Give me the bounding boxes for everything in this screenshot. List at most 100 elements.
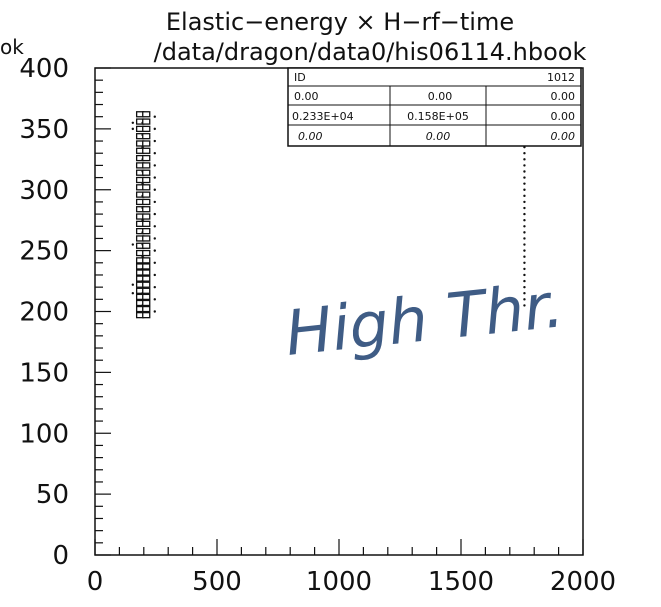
data-point-box: [142, 227, 151, 235]
data-point-box: [142, 293, 151, 301]
data-point-dot: [153, 298, 156, 301]
chart-title: Elastic−energy × H−rf−time: [166, 8, 514, 36]
data-point-box: [142, 257, 151, 264]
data-point-dot: [523, 164, 526, 167]
data-point-box: [142, 206, 151, 213]
data-point-box: [142, 176, 151, 184]
data-point-box: [142, 147, 151, 154]
data-point-dot: [153, 176, 156, 179]
data-point-box: [142, 235, 151, 242]
data-point-box: [142, 118, 151, 125]
data-point-dot: [523, 170, 526, 173]
data-point-box: [142, 312, 151, 319]
data-point-dot: [523, 243, 526, 246]
data-point-dot: [153, 200, 156, 204]
data-point-box: [142, 242, 151, 249]
x-tick-label: 1000: [306, 567, 372, 597]
y-tick-label: 400: [19, 54, 69, 84]
data-point-dot: [523, 279, 526, 283]
stats-cell: 1012: [547, 71, 575, 84]
data-point-box: [142, 154, 151, 162]
data-point-dot: [523, 212, 526, 216]
y-tick-label: 50: [36, 480, 69, 510]
data-point-dot: [131, 127, 135, 131]
x-tick-label: 2000: [550, 567, 616, 597]
data-point-box: [142, 169, 151, 176]
axis-ticks: [94, 67, 584, 556]
data-point-dot: [153, 225, 156, 228]
stats-box-frame: [287, 67, 582, 147]
data-point-dot: [153, 212, 156, 216]
data-point-dot: [523, 231, 526, 234]
annotation-text: High Thr.: [282, 268, 567, 370]
data-point-box: [142, 140, 151, 147]
y-tick-label: 150: [19, 358, 69, 388]
data-point-dot: [523, 255, 526, 258]
data-point-dot: [153, 164, 156, 167]
stats-cell: ID: [294, 71, 306, 84]
data-point-dot: [523, 225, 526, 228]
data-point-dot: [153, 127, 156, 131]
data-point-box: [142, 133, 151, 140]
data-point-dot: [153, 285, 156, 289]
data-point-box: [142, 162, 151, 169]
data-point-box: [142, 198, 151, 206]
data-point-dot: [153, 310, 156, 313]
stats-cell: 0.00: [294, 90, 319, 103]
y-tick-label: 350: [19, 115, 69, 145]
data-point-box: [142, 220, 151, 227]
chart-subtitle: /data/dragon/data0/his06114.hbook: [154, 38, 587, 66]
data-point-dot: [523, 218, 526, 222]
data-point-dot: [523, 206, 526, 210]
data-point-dot: [523, 249, 526, 252]
stats-cell: 0.00: [428, 90, 453, 103]
stats-cell: 0.158E+05: [407, 110, 469, 123]
y-tick-label: 200: [19, 298, 69, 328]
data-point-dot: [131, 283, 135, 286]
data-point-dot: [153, 139, 156, 143]
data-point-box: [142, 299, 151, 307]
data-point-box: [142, 263, 151, 270]
data-point-box: [142, 191, 151, 198]
y-tick-label: 300: [19, 176, 69, 206]
data-point-box: [142, 213, 151, 220]
data-point-box: [142, 111, 151, 118]
data-point-dot: [153, 152, 156, 155]
data-point-dot: [523, 152, 526, 155]
stats-cell: 0.00: [551, 90, 576, 103]
data-point-dot: [523, 188, 526, 191]
x-tick-label: 1500: [428, 567, 494, 597]
data-point-dot: [523, 285, 526, 289]
stats-cell: 0.00: [298, 130, 323, 143]
data-point-dot: [153, 188, 156, 191]
stats-box: ID 1012 0.00 0.00 0.00 0.233E+04 0.158E+…: [287, 67, 582, 147]
data-point-dot: [523, 304, 526, 307]
stats-cell: 0.00: [426, 130, 451, 143]
data-point-dot: [523, 176, 526, 179]
data-point-dot: [153, 261, 156, 264]
y-tick-labels: 0 50 100 150 200 250 300 350 400: [19, 54, 69, 571]
y-tick-label: 100: [19, 419, 69, 449]
data-point-box: [142, 281, 151, 288]
x-tick-label: 0: [87, 567, 104, 597]
data-point-dot: [523, 182, 526, 185]
data-points: [131, 111, 526, 319]
data-point-dot: [131, 243, 135, 246]
data-point-box: [142, 287, 151, 294]
stats-cell: 0.00: [551, 130, 576, 143]
data-point-dot: [131, 121, 135, 124]
data-point-box: [142, 269, 151, 276]
data-point-dot: [153, 273, 156, 277]
x-tick-label: 500: [192, 567, 242, 597]
y-tick-label: 0: [52, 541, 69, 571]
data-point-box: [142, 184, 151, 191]
data-point-dot: [153, 249, 156, 252]
data-point-box: [142, 275, 151, 282]
x-tick-labels: 0 500 1000 1500 2000: [87, 567, 616, 597]
y-tick-label: 250: [19, 237, 69, 267]
data-point-dot: [523, 237, 526, 240]
data-point-dot: [523, 200, 526, 204]
data-point-box: [142, 305, 151, 313]
data-point-dot: [523, 298, 526, 301]
data-point-box: [142, 249, 151, 257]
